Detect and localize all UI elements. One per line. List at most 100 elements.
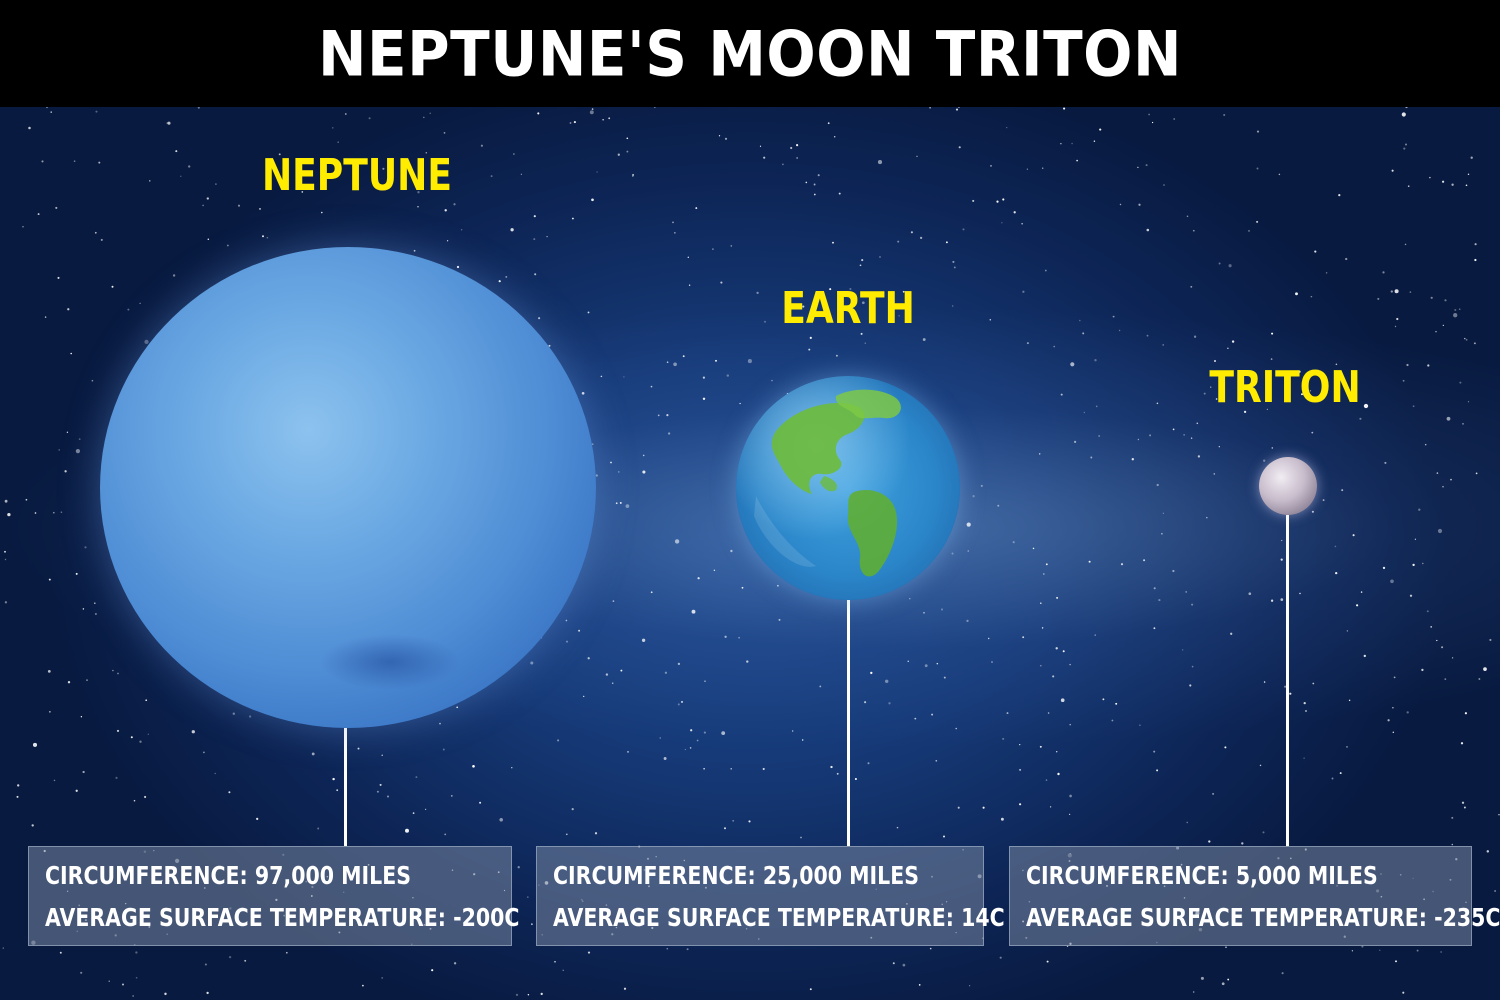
star bbox=[1210, 386, 1212, 388]
star bbox=[836, 772, 839, 775]
star bbox=[968, 985, 971, 987]
star bbox=[1163, 184, 1165, 186]
star bbox=[1363, 403, 1369, 409]
star bbox=[1118, 329, 1121, 332]
star bbox=[1256, 220, 1259, 223]
star bbox=[684, 748, 686, 751]
star bbox=[67, 681, 71, 684]
star bbox=[301, 191, 304, 193]
star bbox=[712, 248, 714, 250]
star bbox=[849, 287, 852, 291]
star bbox=[206, 197, 209, 200]
star bbox=[95, 110, 98, 113]
star bbox=[1019, 743, 1021, 746]
star bbox=[1208, 840, 1211, 843]
star bbox=[1112, 315, 1115, 318]
star bbox=[623, 987, 627, 990]
star bbox=[1046, 960, 1049, 963]
star bbox=[972, 495, 975, 498]
star bbox=[1193, 335, 1197, 338]
star bbox=[1363, 654, 1366, 658]
star bbox=[587, 657, 590, 660]
star bbox=[724, 137, 728, 140]
star bbox=[1339, 772, 1342, 775]
star bbox=[923, 612, 925, 614]
star bbox=[1146, 228, 1150, 232]
star bbox=[1248, 230, 1250, 232]
star bbox=[1073, 440, 1077, 444]
star bbox=[431, 969, 434, 972]
star bbox=[792, 730, 794, 732]
star bbox=[1459, 381, 1462, 384]
star bbox=[1407, 185, 1410, 188]
star bbox=[958, 146, 961, 149]
star bbox=[1000, 817, 1004, 821]
star bbox=[867, 762, 870, 765]
star bbox=[112, 669, 114, 672]
star bbox=[587, 951, 591, 954]
star bbox=[520, 173, 523, 175]
star bbox=[55, 206, 58, 209]
star bbox=[1305, 710, 1307, 712]
star bbox=[997, 504, 1000, 507]
star bbox=[311, 752, 315, 756]
star bbox=[940, 608, 944, 611]
star bbox=[1227, 978, 1230, 981]
star bbox=[1346, 630, 1349, 632]
star bbox=[935, 759, 938, 762]
star bbox=[381, 976, 384, 979]
star bbox=[565, 619, 568, 622]
star bbox=[702, 376, 705, 379]
star bbox=[166, 122, 169, 125]
star bbox=[144, 795, 147, 799]
star bbox=[1151, 121, 1154, 124]
star bbox=[456, 265, 460, 269]
star bbox=[1012, 541, 1015, 544]
star bbox=[777, 584, 779, 587]
star bbox=[801, 739, 804, 741]
star bbox=[1181, 649, 1184, 651]
star bbox=[1390, 290, 1393, 293]
star bbox=[91, 379, 94, 382]
star bbox=[1409, 291, 1412, 293]
star bbox=[1280, 558, 1283, 561]
star bbox=[1351, 950, 1354, 952]
star bbox=[1263, 459, 1266, 462]
star bbox=[1412, 405, 1415, 408]
star bbox=[642, 470, 646, 474]
star bbox=[1228, 264, 1232, 268]
star bbox=[1421, 668, 1424, 672]
star bbox=[1289, 692, 1292, 695]
star bbox=[1271, 447, 1274, 449]
star bbox=[1453, 313, 1458, 318]
star bbox=[84, 546, 87, 549]
star bbox=[490, 175, 493, 178]
star bbox=[94, 602, 96, 604]
star bbox=[989, 318, 992, 321]
star bbox=[1071, 142, 1073, 145]
star bbox=[1052, 675, 1055, 678]
star bbox=[1214, 360, 1216, 362]
star bbox=[1094, 359, 1097, 362]
star bbox=[1069, 794, 1072, 798]
star bbox=[696, 739, 699, 742]
star bbox=[720, 281, 723, 284]
star bbox=[860, 332, 863, 335]
star bbox=[460, 229, 463, 231]
star bbox=[1099, 128, 1102, 131]
star bbox=[1026, 168, 1029, 170]
star bbox=[748, 820, 751, 823]
star bbox=[505, 275, 508, 278]
star bbox=[1006, 712, 1009, 715]
star bbox=[1483, 667, 1487, 671]
star bbox=[1120, 563, 1124, 566]
star bbox=[1474, 243, 1477, 246]
star bbox=[1475, 472, 1478, 475]
star bbox=[924, 664, 928, 668]
star bbox=[1359, 417, 1362, 420]
star bbox=[1402, 991, 1405, 994]
star bbox=[530, 661, 534, 665]
star bbox=[1183, 434, 1185, 436]
star bbox=[1191, 603, 1194, 606]
star bbox=[1053, 345, 1055, 348]
